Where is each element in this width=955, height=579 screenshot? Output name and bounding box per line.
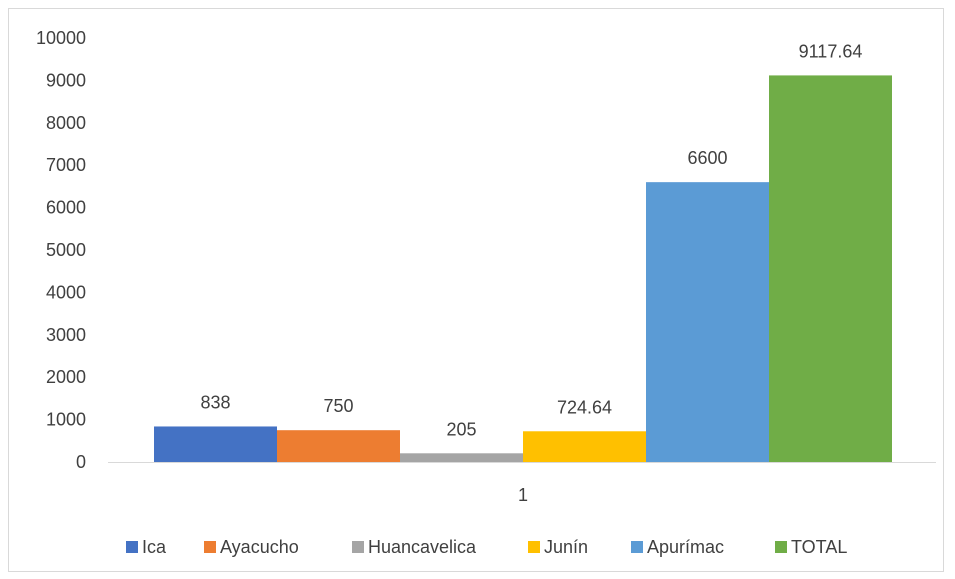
bar-apurímac — [646, 182, 769, 462]
legend-label: Huancavelica — [368, 537, 477, 557]
legend-label: TOTAL — [791, 537, 847, 557]
legend-label: Ayacucho — [220, 537, 299, 557]
data-label: 6600 — [687, 148, 727, 168]
bar-total — [769, 75, 892, 463]
legend-label: Junín — [544, 537, 588, 557]
data-label: 838 — [200, 392, 230, 412]
y-tick-label: 7000 — [46, 155, 86, 175]
legend-swatch — [775, 541, 787, 553]
data-label: 9117.64 — [799, 41, 863, 61]
y-tick-label: 5000 — [46, 240, 86, 260]
legend-swatch — [204, 541, 216, 553]
y-tick-label: 6000 — [46, 198, 86, 218]
y-tick-label: 3000 — [46, 325, 86, 345]
x-tick-label: 1 — [518, 485, 528, 505]
legend-swatch — [631, 541, 643, 553]
y-tick-label: 4000 — [46, 282, 86, 302]
y-tick-label: 1000 — [46, 410, 86, 430]
legend-swatch — [126, 541, 138, 553]
bar-ayacucho — [277, 430, 400, 462]
y-tick-label: 2000 — [46, 367, 86, 387]
bar-junín — [523, 431, 646, 462]
y-tick-label: 0 — [76, 452, 86, 472]
legend-label: Apurímac — [647, 537, 724, 557]
bars — [154, 75, 892, 463]
legend-swatch — [528, 541, 540, 553]
data-label: 724.64 — [557, 397, 612, 417]
bar-huancavelica — [400, 453, 523, 462]
data-labels: 838 750 205 724.64 6600 9117.64 — [200, 41, 862, 439]
data-label: 205 — [446, 419, 476, 439]
legend-label: Ica — [142, 537, 167, 557]
legend-swatch — [352, 541, 364, 553]
y-tick-label: 9000 — [46, 70, 86, 90]
legend: Ica Ayacucho Huancavelica Junín Apurímac TOTA… — [126, 537, 847, 557]
y-tick-label: 8000 — [46, 113, 86, 133]
y-axis-ticks: 0 1000 2000 3000 4000 5000 6000 7000 8000 9000 100… — [36, 28, 86, 472]
data-label: 750 — [323, 396, 353, 416]
y-tick-label: 10000 — [36, 28, 86, 48]
bar-ica — [154, 426, 277, 462]
